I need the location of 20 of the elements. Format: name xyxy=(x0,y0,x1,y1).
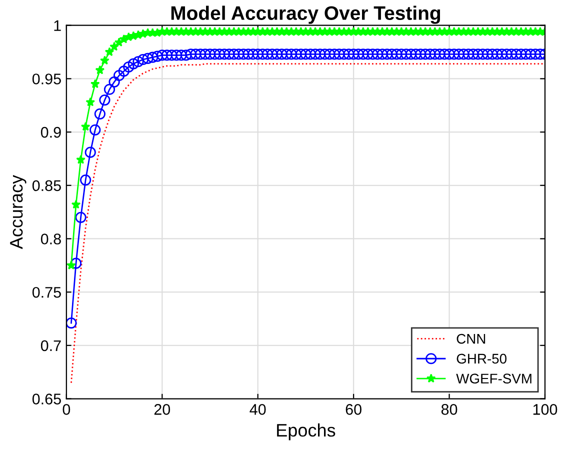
x-tick-label: 60 xyxy=(346,404,362,415)
y-tick-label: 0.85 xyxy=(32,180,61,192)
legend-label: GHR-50 xyxy=(456,354,506,364)
x-tick-label: 0 xyxy=(62,404,70,415)
x-tick-label: 40 xyxy=(250,404,266,415)
y-tick-label: 0.75 xyxy=(32,286,61,298)
y-tick-label: 1 xyxy=(54,20,61,31)
y-tick-label: 0.9 xyxy=(40,126,61,138)
legend-label: WGEF-SVM xyxy=(456,374,532,384)
chart-title: Model Accuracy Over Testing xyxy=(171,6,440,24)
y-tick-label: 0.7 xyxy=(40,340,61,352)
x-tick-label: 100 xyxy=(533,404,558,415)
x-tick-label: 20 xyxy=(154,404,170,415)
y-tick-label: 0.95 xyxy=(32,74,61,84)
x-tick-label: 80 xyxy=(441,404,458,415)
y-tick-label: 0.65 xyxy=(32,394,61,404)
y-axis-title: Accuracy xyxy=(10,174,26,250)
y-tick-label: 0.8 xyxy=(40,234,61,244)
x-axis-title: Epochs xyxy=(277,423,336,440)
legend-label: CNN xyxy=(456,334,486,344)
